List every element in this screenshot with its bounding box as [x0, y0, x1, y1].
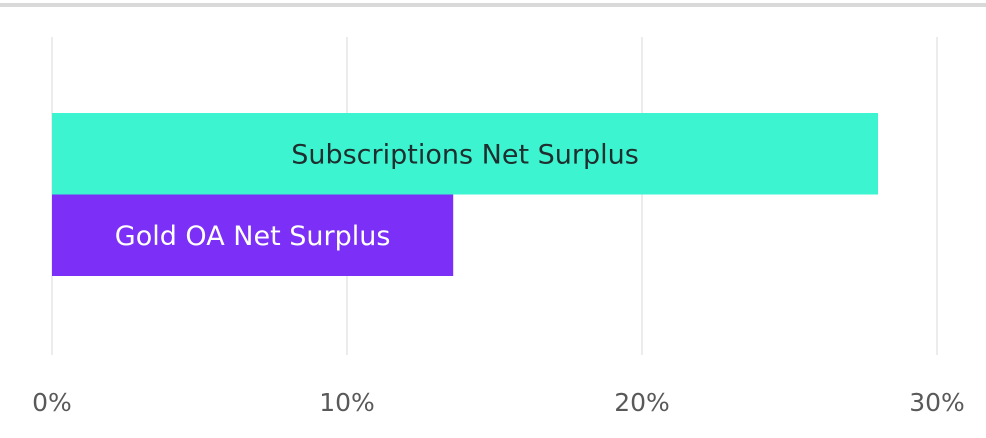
- x-tick-label: 20%: [614, 388, 670, 417]
- x-tick-label: 10%: [319, 388, 375, 417]
- bar: [52, 194, 454, 276]
- x-tick-label: 30%: [909, 388, 965, 417]
- x-tick-label: 0%: [32, 388, 72, 417]
- bar-label: Gold OA Net Surplus: [115, 221, 391, 252]
- top-border: [0, 3, 986, 7]
- bar: [52, 113, 878, 195]
- bar-label: Subscriptions Net Surplus: [291, 139, 639, 170]
